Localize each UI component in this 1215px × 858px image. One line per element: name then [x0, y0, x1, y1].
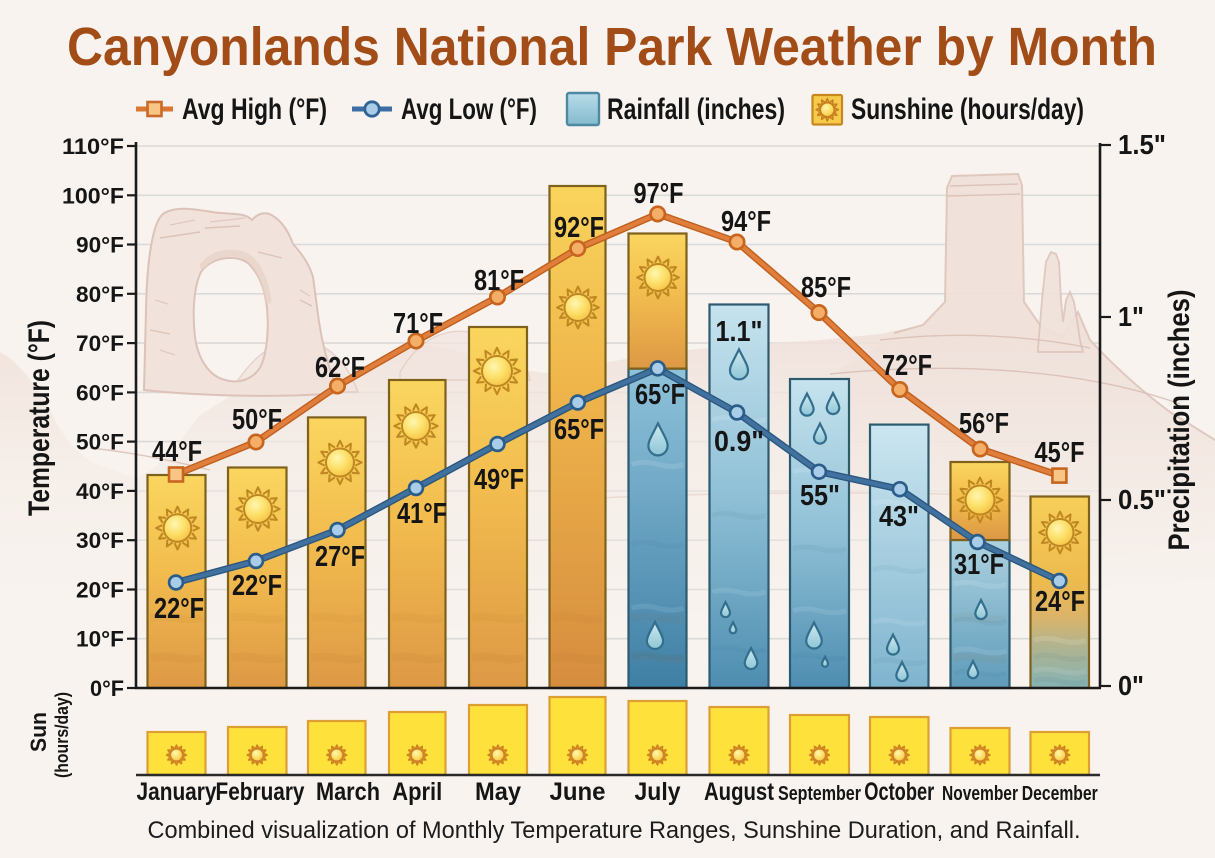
svg-text:0": 0" [1118, 670, 1144, 701]
svg-text:65°F: 65°F [635, 379, 685, 411]
svg-text:Canyonlands National Park Weat: Canyonlands National Park Weather by Mon… [67, 17, 1157, 77]
svg-text:0.5": 0.5" [1118, 484, 1166, 515]
svg-text:May: May [475, 778, 521, 806]
svg-text:85°F: 85°F [801, 272, 851, 304]
svg-text:1.5": 1.5" [1118, 129, 1166, 160]
svg-text:1": 1" [1118, 301, 1144, 332]
svg-text:(hours/day): (hours/day) [52, 692, 72, 778]
svg-text:110°F: 110°F [62, 134, 124, 159]
svg-text:August: August [704, 778, 775, 806]
svg-text:80°F: 80°F [76, 282, 124, 307]
svg-text:November: November [942, 782, 1018, 805]
svg-text:60°F: 60°F [76, 380, 124, 405]
svg-text:April: April [392, 778, 442, 806]
svg-text:43": 43" [879, 501, 919, 533]
svg-text:49°F: 49°F [474, 464, 524, 496]
svg-text:Avg High (°F): Avg High (°F) [182, 93, 327, 126]
svg-text:July: July [635, 778, 681, 806]
svg-text:1.1": 1.1" [716, 316, 763, 348]
svg-text:50°F: 50°F [232, 404, 282, 436]
svg-text:Combined visualization of Mont: Combined visualization of Monthly Temper… [148, 817, 1081, 844]
svg-text:0°F: 0°F [90, 676, 124, 701]
svg-text:Sun: Sun [26, 712, 51, 752]
svg-text:22°F: 22°F [154, 593, 204, 625]
svg-text:January: January [137, 778, 217, 806]
svg-text:100°F: 100°F [62, 183, 124, 208]
svg-text:22°F: 22°F [232, 570, 282, 602]
svg-text:June: June [550, 778, 606, 806]
svg-text:71°F: 71°F [393, 308, 443, 340]
svg-text:December: December [1022, 782, 1098, 805]
svg-text:65°F: 65°F [554, 414, 604, 446]
svg-text:February: February [216, 778, 305, 806]
svg-text:81°F: 81°F [474, 265, 524, 297]
svg-text:94°F: 94°F [721, 206, 771, 238]
svg-text:45°F: 45°F [1035, 437, 1085, 469]
svg-text:62°F: 62°F [315, 352, 365, 384]
svg-text:Avg Low (°F): Avg Low (°F) [401, 93, 537, 126]
svg-text:97°F: 97°F [634, 178, 684, 210]
svg-text:September: September [778, 782, 861, 805]
svg-text:72°F: 72°F [882, 350, 932, 382]
svg-text:Precipitation (inches): Precipitation (inches) [1163, 290, 1196, 551]
svg-text:41°F: 41°F [397, 498, 447, 530]
svg-text:30°F: 30°F [76, 528, 124, 553]
svg-text:Sunshine (hours/day): Sunshine (hours/day) [851, 93, 1084, 126]
svg-text:27°F: 27°F [315, 541, 365, 573]
svg-text:55": 55" [800, 480, 840, 512]
svg-text:70°F: 70°F [76, 331, 124, 356]
svg-text:March: March [316, 778, 380, 806]
svg-text:10°F: 10°F [76, 627, 124, 652]
svg-text:October: October [864, 778, 934, 806]
svg-text:Temperature (°F): Temperature (°F) [23, 320, 56, 516]
svg-text:Rainfall (inches): Rainfall (inches) [607, 93, 785, 126]
svg-text:56°F: 56°F [959, 408, 1009, 440]
svg-text:31°F: 31°F [954, 549, 1004, 581]
svg-text:44°F: 44°F [152, 436, 202, 468]
svg-text:90°F: 90°F [76, 233, 124, 258]
svg-text:24°F: 24°F [1035, 586, 1085, 618]
svg-text:40°F: 40°F [76, 479, 124, 504]
svg-text:0.9": 0.9" [714, 426, 764, 458]
svg-text:50°F: 50°F [76, 430, 124, 455]
svg-text:20°F: 20°F [76, 577, 124, 602]
svg-text:92°F: 92°F [554, 212, 604, 244]
